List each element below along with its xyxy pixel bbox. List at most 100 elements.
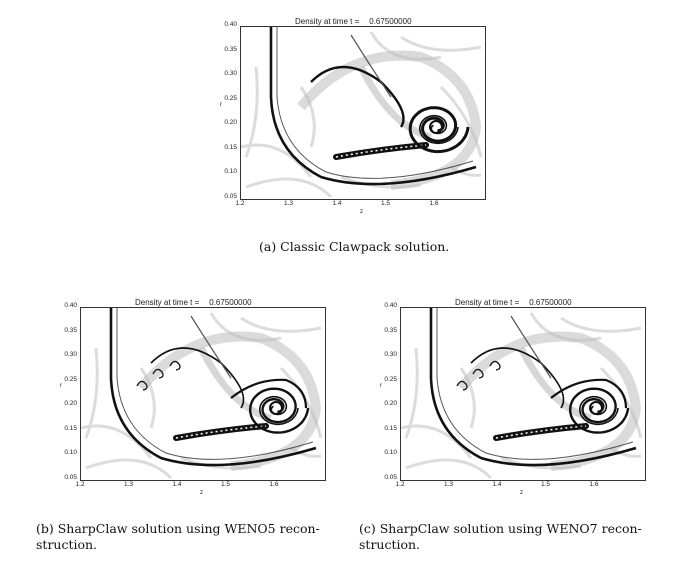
y-tick-label: 0.15 xyxy=(224,143,237,151)
x-axis-label: z xyxy=(520,490,523,496)
vortex-core xyxy=(269,401,283,415)
jet-highlight xyxy=(175,425,267,439)
y-tick-label: 0.25 xyxy=(384,375,397,383)
shock-front-inner xyxy=(276,27,474,179)
y-tick-label: 0.20 xyxy=(224,119,237,127)
y-tick-label: 0.35 xyxy=(64,326,77,334)
dense-jet xyxy=(493,423,589,441)
plot-title: Density at time t = 0.67500000 xyxy=(455,298,572,307)
y-tick-label: 0.20 xyxy=(64,400,77,408)
x-tick-label: 1.2 xyxy=(235,200,245,207)
y-tick-label: 0.05 xyxy=(64,474,77,481)
y-tick-label: 0.15 xyxy=(64,424,77,432)
shade-band xyxy=(137,331,322,471)
y-axis-label: r xyxy=(380,383,382,389)
light-streak xyxy=(139,367,156,429)
y-tick-label: 0.20 xyxy=(384,400,397,408)
x-tick-label: 1.6 xyxy=(269,481,279,488)
shock-front-inner xyxy=(436,308,634,460)
shade-band xyxy=(297,50,482,190)
y-tick-label: 0.25 xyxy=(224,94,237,102)
x-tick-label: 1.4 xyxy=(332,200,342,207)
caption-c-line1: (c) SharpClaw solution using WENO7 recon… xyxy=(359,521,642,536)
x-tick-label: 1.5 xyxy=(220,481,231,488)
light-streak xyxy=(84,347,99,439)
density-plot-c xyxy=(400,307,646,481)
density-plot-a xyxy=(240,26,486,200)
x-tick-label: 1.2 xyxy=(75,481,85,488)
plot-time: 0.67500000 xyxy=(209,298,252,307)
light-streak xyxy=(560,316,642,333)
y-tick-label: 0.15 xyxy=(384,424,397,432)
y-tick-label: 0.35 xyxy=(224,45,237,53)
x-tick-label: 1.4 xyxy=(492,481,502,488)
light-streak xyxy=(401,424,473,459)
y-tick-label: 0.30 xyxy=(384,351,397,359)
y-tick-label: 0.40 xyxy=(224,21,237,28)
light-streak xyxy=(405,458,493,480)
light-streak xyxy=(240,316,322,333)
x-tick-label: 1.5 xyxy=(540,481,551,488)
caption-b-line1: (b) SharpClaw solution using WENO5 recon… xyxy=(36,521,320,536)
y-axis-label: r xyxy=(60,383,62,389)
light-streak xyxy=(244,66,259,158)
plot-time: 0.67500000 xyxy=(369,17,412,26)
contact-arc xyxy=(470,347,565,409)
y-tick-label: 0.05 xyxy=(224,193,237,200)
y-tick-label: 0.30 xyxy=(64,351,77,359)
density-field xyxy=(241,27,483,199)
kh-rollup xyxy=(489,360,501,371)
caption-a: (a) Classic Clawpack solution. xyxy=(259,239,450,254)
shock-front-inner xyxy=(116,308,314,460)
light-streak xyxy=(404,347,419,439)
caption-b: (b) SharpClaw solution using WENO5 recon… xyxy=(36,521,320,553)
y-tick-label: 0.05 xyxy=(384,474,397,481)
light-streak xyxy=(459,367,476,429)
vortex-outer xyxy=(230,378,308,409)
light-streak xyxy=(81,424,153,459)
density-field xyxy=(401,308,643,480)
contact-filament xyxy=(190,315,232,379)
shock-front xyxy=(269,27,477,186)
jet-highlight xyxy=(495,425,587,439)
x-axis-label: z xyxy=(360,209,363,215)
kh-rollup xyxy=(456,380,468,391)
y-tick-label: 0.10 xyxy=(224,168,237,176)
vortex-core xyxy=(589,401,603,415)
kh-rollup xyxy=(472,368,484,379)
jet-highlight xyxy=(335,144,427,158)
vortex-outer xyxy=(550,378,628,409)
x-tick-label: 1.3 xyxy=(123,481,134,488)
light-streak xyxy=(299,86,316,148)
shade-band xyxy=(457,331,642,471)
y-tick-label: 0.40 xyxy=(384,302,397,309)
contact-filament xyxy=(350,34,392,98)
x-tick-label: 1.5 xyxy=(380,200,391,207)
y-tick-label: 0.10 xyxy=(64,449,77,457)
y-tick-label: 0.25 xyxy=(64,375,77,383)
y-tick-label: 0.35 xyxy=(384,326,397,334)
shock-front xyxy=(109,308,317,467)
y-tick-label: 0.10 xyxy=(384,449,397,457)
x-tick-label: 1.6 xyxy=(429,200,439,207)
contact-arc xyxy=(150,347,245,409)
caption-c: (c) SharpClaw solution using WENO7 recon… xyxy=(359,521,642,553)
dense-jet xyxy=(333,142,429,160)
x-tick-label: 1.3 xyxy=(443,481,454,488)
light-streak xyxy=(245,177,333,199)
density-plot-b xyxy=(80,307,326,481)
light-streak xyxy=(400,35,482,52)
vortex-spiral xyxy=(249,387,310,434)
plot-title-prefix: Density at time t = xyxy=(455,298,520,307)
kh-rollup xyxy=(152,368,164,379)
x-tick-label: 1.3 xyxy=(283,200,294,207)
plot-title-prefix: Density at time t = xyxy=(135,298,200,307)
caption-b-line2: struction. xyxy=(36,537,98,552)
dense-jet xyxy=(173,423,269,441)
plot-title: Density at time t = 0.67500000 xyxy=(135,298,252,307)
density-field xyxy=(81,308,323,480)
x-tick-label: 1.4 xyxy=(172,481,182,488)
vortex-spiral xyxy=(569,387,630,434)
plot-title-prefix: Density at time t = xyxy=(295,17,360,26)
x-tick-label: 1.2 xyxy=(395,481,405,488)
